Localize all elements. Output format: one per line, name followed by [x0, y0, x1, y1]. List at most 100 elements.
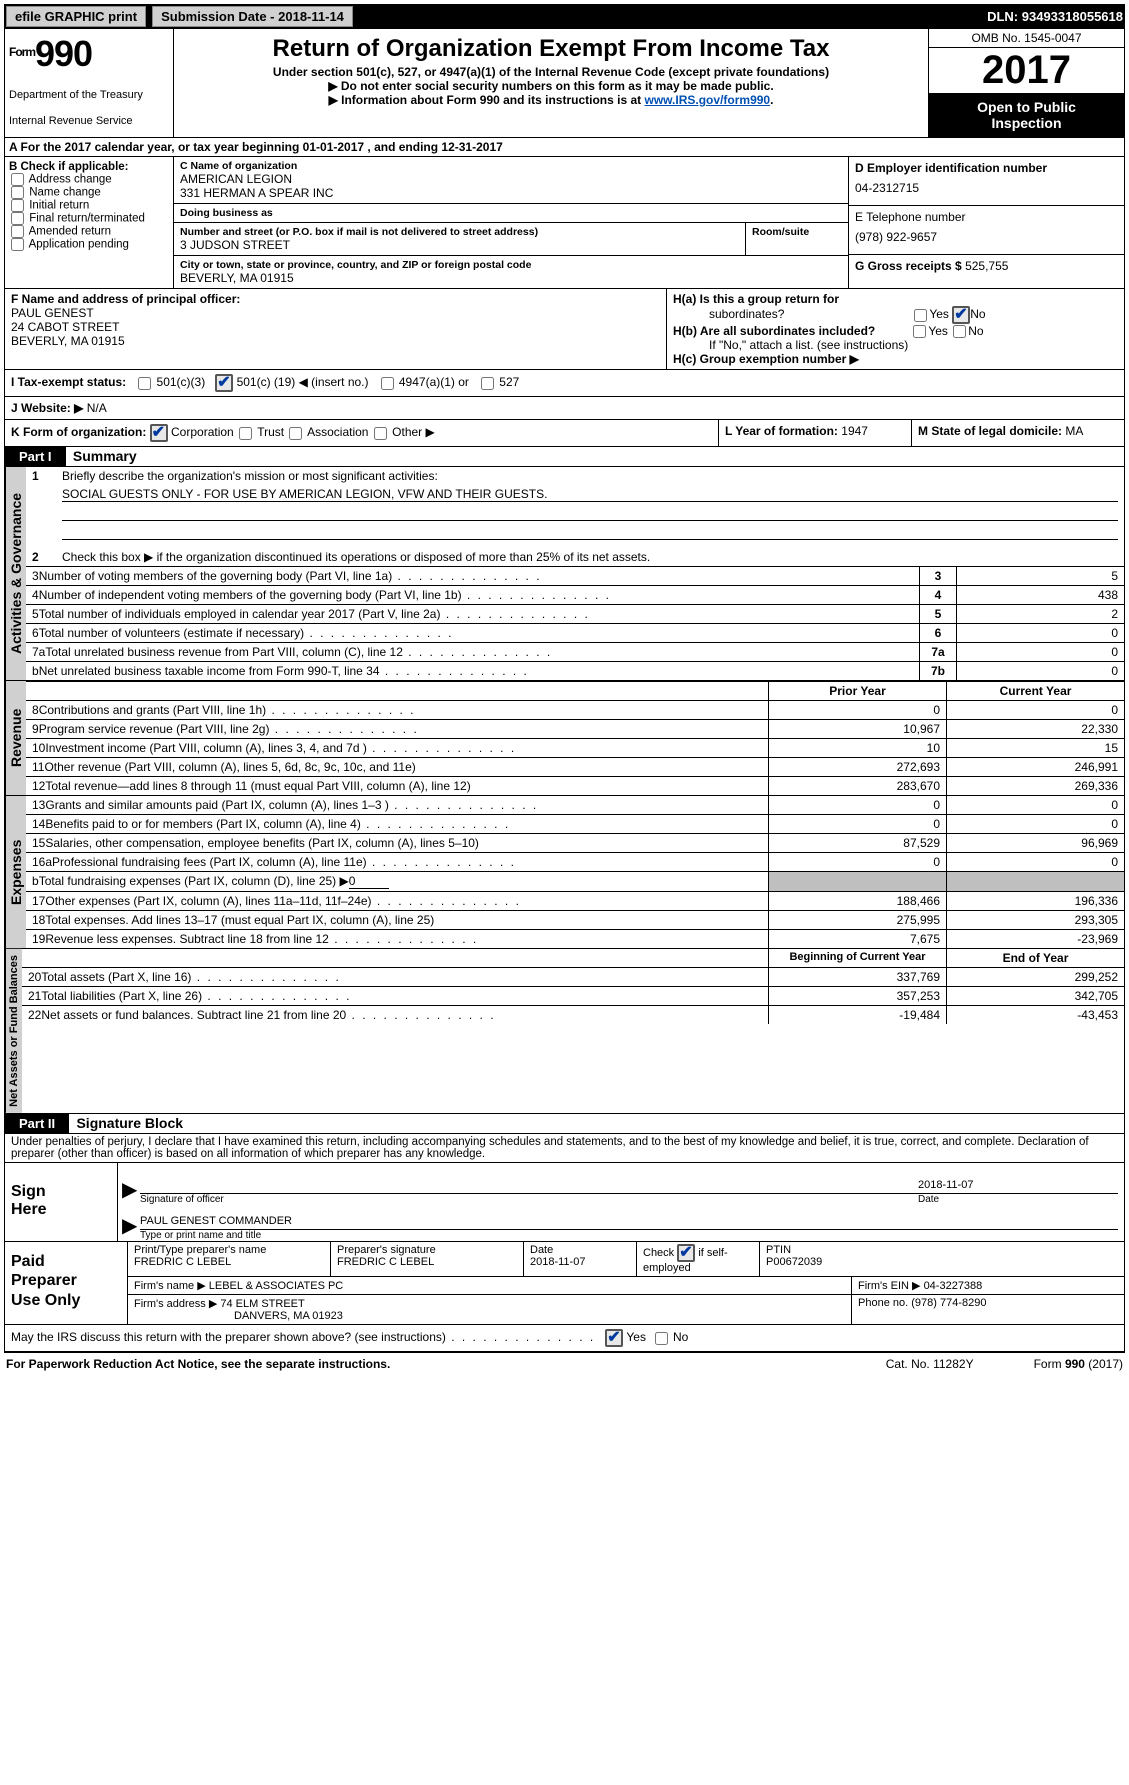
firm-ein: 04-3227388	[924, 1280, 983, 1292]
part2-bar: Part II	[5, 1114, 69, 1133]
line3-label: Number of voting members of the governin…	[39, 569, 542, 583]
org-name-1: AMERICAN LEGION	[180, 172, 842, 186]
tax-year: 2017	[929, 48, 1124, 93]
section-fh: F Name and address of principal officer:…	[4, 289, 1125, 370]
irs-label: Internal Revenue Service	[9, 115, 169, 127]
ptin-value: P00672039	[766, 1256, 822, 1268]
governance-section: Activities & Governance 1Briefly describ…	[4, 467, 1125, 681]
line4-value: 438	[956, 586, 1124, 604]
top-bar: efile GRAPHIC print Submission Date - 20…	[4, 4, 1125, 29]
name-change-checkbox[interactable]	[11, 186, 24, 199]
dln-label: DLN: 93493318055618	[987, 9, 1123, 24]
street-label: Number and street (or P.O. box if mail i…	[180, 226, 739, 238]
form-ref: Form 990 (2017)	[1034, 1357, 1123, 1371]
year-formation-label: L Year of formation:	[725, 424, 838, 438]
discuss-yes-checkbox[interactable]	[605, 1329, 623, 1347]
section-d: D Employer identification number 04-2312…	[848, 157, 1124, 288]
4947-checkbox[interactable]	[381, 377, 394, 390]
omb-number: OMB No. 1545-0047	[929, 29, 1124, 48]
line6-label: Total number of volunteers (estimate if …	[39, 626, 454, 640]
year-formation-value: 1947	[841, 424, 868, 438]
current-year-header: Current Year	[946, 682, 1124, 700]
line18-label: Total expenses. Add lines 13–17 (must eq…	[45, 913, 434, 927]
telephone-label: E Telephone number	[855, 210, 1118, 224]
line10-label: Investment income (Part VIII, column (A)…	[45, 741, 516, 755]
open-inspection: Open to PublicInspection	[929, 93, 1124, 137]
527-checkbox[interactable]	[481, 377, 494, 390]
final-return-checkbox[interactable]	[11, 212, 24, 225]
hb-yes-checkbox[interactable]	[913, 325, 926, 338]
initial-return-checkbox[interactable]	[11, 199, 24, 212]
amended-return-checkbox[interactable]	[11, 225, 24, 238]
501c-checkbox[interactable]	[215, 374, 233, 392]
form-number: Form990	[9, 33, 169, 75]
application-pending-checkbox[interactable]	[11, 238, 24, 251]
assoc-checkbox[interactable]	[289, 427, 302, 440]
department-label: Department of the Treasury	[9, 89, 169, 101]
trust-checkbox[interactable]	[239, 427, 252, 440]
ha-no-checkbox[interactable]	[952, 306, 970, 324]
corp-checkbox[interactable]	[150, 424, 168, 442]
ein-label: D Employer identification number	[855, 161, 1118, 175]
discuss-row: May the IRS discuss this return with the…	[4, 1325, 1125, 1352]
submission-date-button[interactable]: Submission Date - 2018-11-14	[152, 6, 353, 27]
irs-link[interactable]: www.IRS.gov/form990	[645, 93, 771, 107]
hb-note: If "No," attach a list. (see instruction…	[673, 338, 1118, 352]
telephone-value: (978) 922-9657	[855, 224, 1118, 250]
501c3-checkbox[interactable]	[138, 377, 151, 390]
info-note: Information about Form 990 and its instr…	[184, 93, 918, 107]
hc-label: H(c) Group exemption number ▶	[673, 352, 859, 366]
firm-addr1: 74 ELM STREET	[220, 1298, 304, 1310]
line1-label: Briefly describe the organization's miss…	[62, 469, 1118, 483]
self-employed-checkbox[interactable]	[677, 1244, 695, 1262]
sig-date: 2018-11-07	[918, 1179, 1118, 1191]
website-label: J Website: ▶	[11, 401, 83, 415]
sign-here-label: SignHere	[5, 1163, 117, 1241]
hb-label: H(b) Are all subordinates included?	[673, 324, 908, 338]
sign-here-row: SignHere ▶ 2018-11-07 Signature of offic…	[4, 1163, 1125, 1242]
line5-label: Total number of individuals employed in …	[39, 607, 590, 621]
city-value: BEVERLY, MA 01915	[180, 271, 842, 285]
part2-header: Part II Signature Block	[4, 1114, 1125, 1134]
line2-label: Check this box ▶ if the organization dis…	[62, 550, 1118, 564]
revenue-section: Revenue Prior YearCurrent Year 8Contribu…	[4, 681, 1125, 796]
line1-value: SOCIAL GUESTS ONLY - FOR USE BY AMERICAN…	[62, 487, 1118, 502]
efile-print-button[interactable]: efile GRAPHIC print	[6, 6, 146, 27]
city-label: City or town, state or province, country…	[180, 259, 842, 271]
part1-bar: Part I	[5, 447, 66, 466]
section-bcd: B Check if applicable: Address change Na…	[4, 157, 1125, 289]
paid-preparer-row: PaidPreparerUse Only Print/Type preparer…	[4, 1242, 1125, 1325]
officer-label: F Name and address of principal officer:	[11, 292, 240, 306]
ha-label: H(a) Is this a group return for	[673, 292, 839, 306]
line15-label: Salaries, other compensation, employee b…	[45, 836, 479, 850]
line13-label: Grants and similar amounts paid (Part IX…	[45, 798, 538, 812]
officer-name: PAUL GENEST	[11, 306, 94, 320]
gross-receipts-label: G Gross receipts $	[855, 259, 962, 273]
form-header: Form990 Department of the Treasury Inter…	[4, 29, 1125, 138]
line5-value: 2	[956, 605, 1124, 623]
line16a-label: Professional fundraising fees (Part IX, …	[52, 855, 516, 869]
netassets-tab: Net Assets or Fund Balances	[5, 949, 22, 1113]
expenses-tab: Expenses	[5, 796, 26, 948]
cat-number: Cat. No. 11282Y	[886, 1357, 974, 1371]
ha-yes-checkbox[interactable]	[914, 309, 927, 322]
firm-name: LEBEL & ASSOCIATES PC	[209, 1280, 344, 1292]
prior-year-header: Prior Year	[768, 682, 946, 700]
hb-no-checkbox[interactable]	[953, 325, 966, 338]
line7a-value: 0	[956, 643, 1124, 661]
line7b-label: Net unrelated business taxable income fr…	[39, 664, 529, 678]
line16b-label: Total fundraising expenses (Part IX, col…	[39, 874, 349, 889]
other-checkbox[interactable]	[374, 427, 387, 440]
tax-exempt-label: I Tax-exempt status:	[11, 376, 126, 390]
part1-title: Summary	[69, 448, 137, 464]
discuss-no-checkbox[interactable]	[655, 1332, 668, 1345]
paid-preparer-label: PaidPreparerUse Only	[5, 1242, 127, 1324]
line20-label: Total assets (Part X, line 16)	[41, 970, 340, 984]
expenses-section: Expenses 13Grants and similar amounts pa…	[4, 796, 1125, 949]
address-change-checkbox[interactable]	[11, 173, 24, 186]
ssn-note: Do not enter social security numbers on …	[184, 79, 918, 93]
line9-label: Program service revenue (Part VIII, line…	[39, 722, 419, 736]
perjury-statement: Under penalties of perjury, I declare th…	[4, 1134, 1125, 1163]
room-label: Room/suite	[752, 226, 842, 238]
check-applicable-label: B Check if applicable:	[9, 161, 169, 173]
